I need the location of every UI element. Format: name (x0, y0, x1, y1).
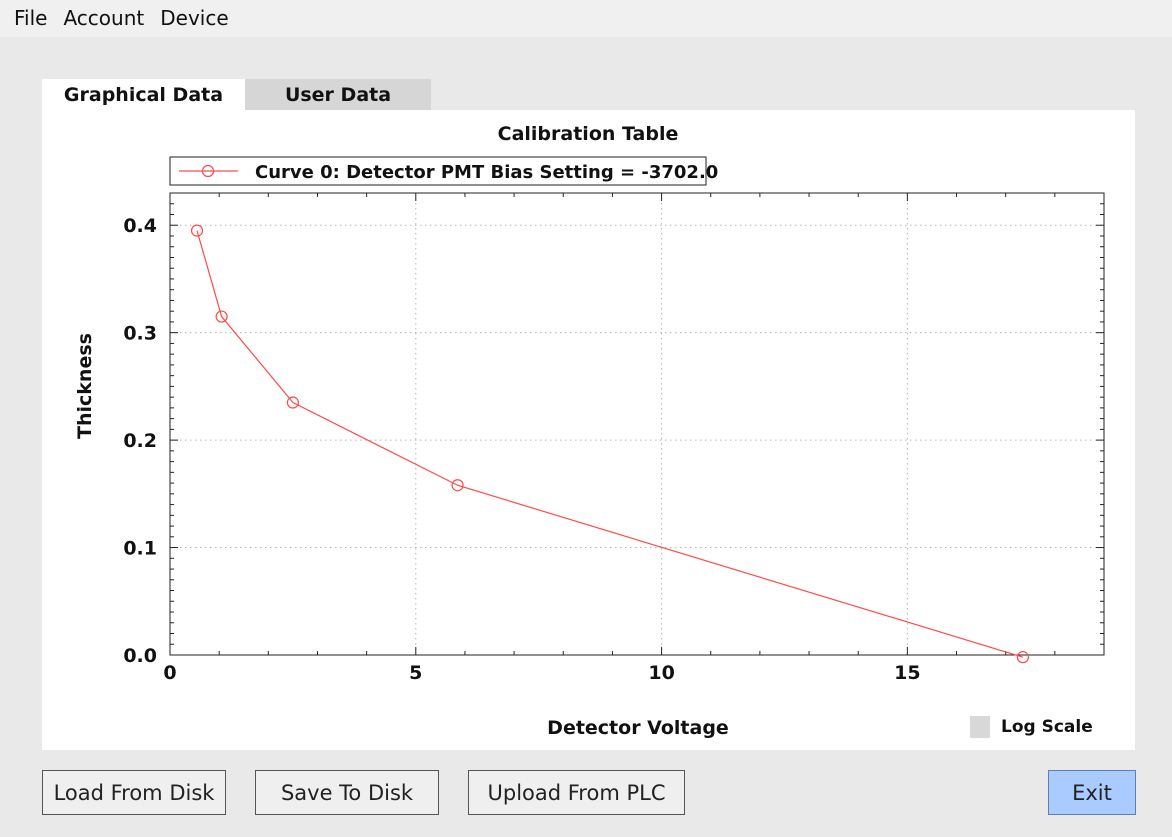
upload-from-plc-button[interactable]: Upload From PLC (468, 770, 685, 815)
calibration-chart: Calibration Table 0 5 10 15 0.0 0.1 0.2 0.3 0.4 De… (74, 123, 1105, 739)
data-point (190, 224, 204, 237)
x-tick-label: 0 (163, 662, 176, 684)
menu-account[interactable]: Account (63, 6, 145, 30)
tab-bar: Graphical Data User Data (42, 79, 431, 110)
legend-box (169, 156, 707, 186)
log-scale-checkbox[interactable] (970, 716, 990, 738)
legend-marker (201, 164, 215, 178)
y-tick-label: 0.4 (123, 215, 157, 237)
menu-file[interactable]: File (14, 6, 48, 30)
x-tick-label: 5 (409, 662, 422, 684)
y-tick-label: 0.3 (123, 323, 157, 345)
y-tick-label: 0.1 (123, 538, 157, 560)
log-scale-label: Log Scale (1001, 717, 1093, 737)
x-axis-label: Detector Voltage (547, 717, 729, 739)
y-axis-label: Thickness (74, 333, 96, 439)
data-point (286, 396, 299, 409)
tab-graphical-data[interactable]: Graphical Data (42, 79, 245, 110)
log-scale-toggle[interactable]: Log Scale (970, 716, 1093, 738)
plot-frame (169, 192, 1105, 656)
save-to-disk-button[interactable]: Save To Disk (255, 770, 439, 815)
legend-entry: Curve 0: Detector PMT Bias Setting = -37… (255, 162, 718, 183)
data-point (215, 310, 228, 323)
data-point (451, 479, 464, 492)
x-tick-label: 10 (648, 662, 674, 684)
data-point (1016, 651, 1029, 664)
series-line-0 (196, 230, 1024, 658)
x-tick-label: 15 (894, 662, 920, 684)
tab-user-data[interactable]: User Data (245, 79, 431, 110)
chart-title: Calibration Table (498, 123, 679, 145)
chart-panel (42, 110, 1135, 750)
y-tick-label: 0.2 (123, 430, 157, 452)
y-tick-label: 0.0 (123, 645, 157, 667)
menu-bar: File Account Device (0, 0, 1172, 37)
load-from-disk-button[interactable]: Load From Disk (42, 770, 226, 815)
menu-device[interactable]: Device (160, 6, 229, 30)
exit-button[interactable]: Exit (1048, 770, 1136, 815)
